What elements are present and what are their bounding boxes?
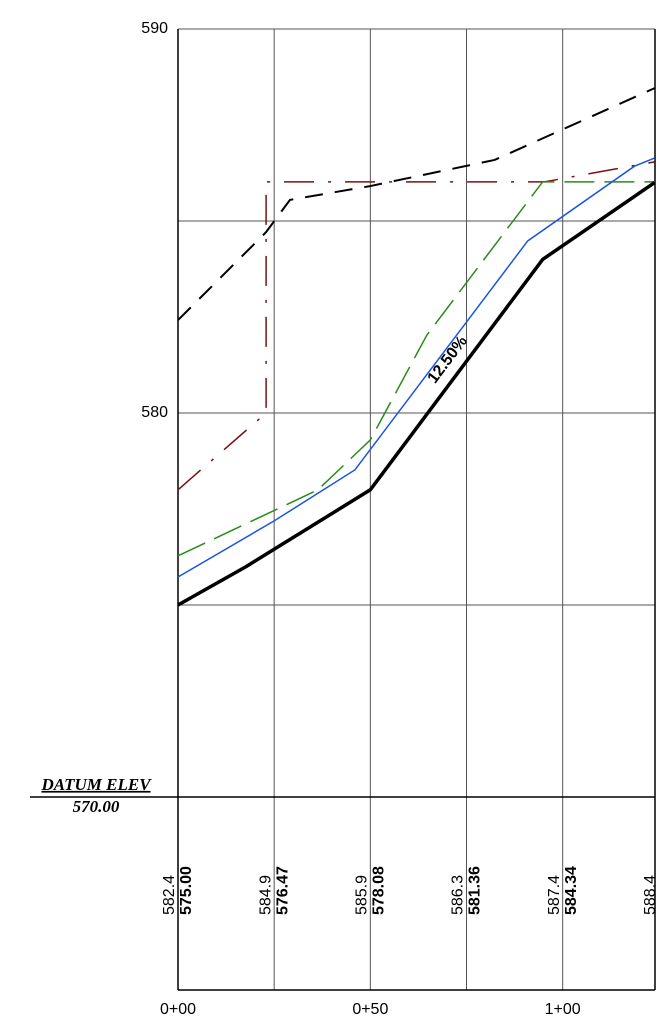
- profile-line: [177, 161, 655, 491]
- existing-elev: 585.9: [354, 875, 371, 915]
- existing-elev: 582.4: [161, 875, 178, 915]
- proposed-elev: 584.34: [563, 866, 580, 915]
- x-tick-label: 1+00: [545, 1001, 581, 1016]
- profile-line: [177, 181, 656, 607]
- grade-annotation: 12.50%: [425, 333, 471, 387]
- x-tick-label: 0+50: [352, 1001, 388, 1016]
- proposed-elev: 578.08: [371, 866, 388, 915]
- profile-line: [177, 87, 656, 321]
- existing-elev: 584.9: [257, 875, 274, 915]
- profile-line: [177, 157, 655, 578]
- proposed-elev: 581.36: [467, 866, 484, 915]
- datum-value: 570.00: [73, 797, 120, 816]
- existing-elev: 588.4: [642, 875, 657, 915]
- profile-line: [177, 181, 655, 557]
- proposed-elev: 576.47: [274, 866, 291, 915]
- x-tick-label: 0+00: [160, 1001, 196, 1016]
- datum-label: DATUM ELEV: [40, 775, 152, 794]
- y-tick-label: 580: [141, 404, 168, 421]
- existing-elev: 587.4: [546, 875, 563, 915]
- proposed-elev: 575.00: [178, 866, 195, 915]
- existing-elev: 586.3: [450, 875, 467, 915]
- y-tick-label: 590: [141, 20, 168, 37]
